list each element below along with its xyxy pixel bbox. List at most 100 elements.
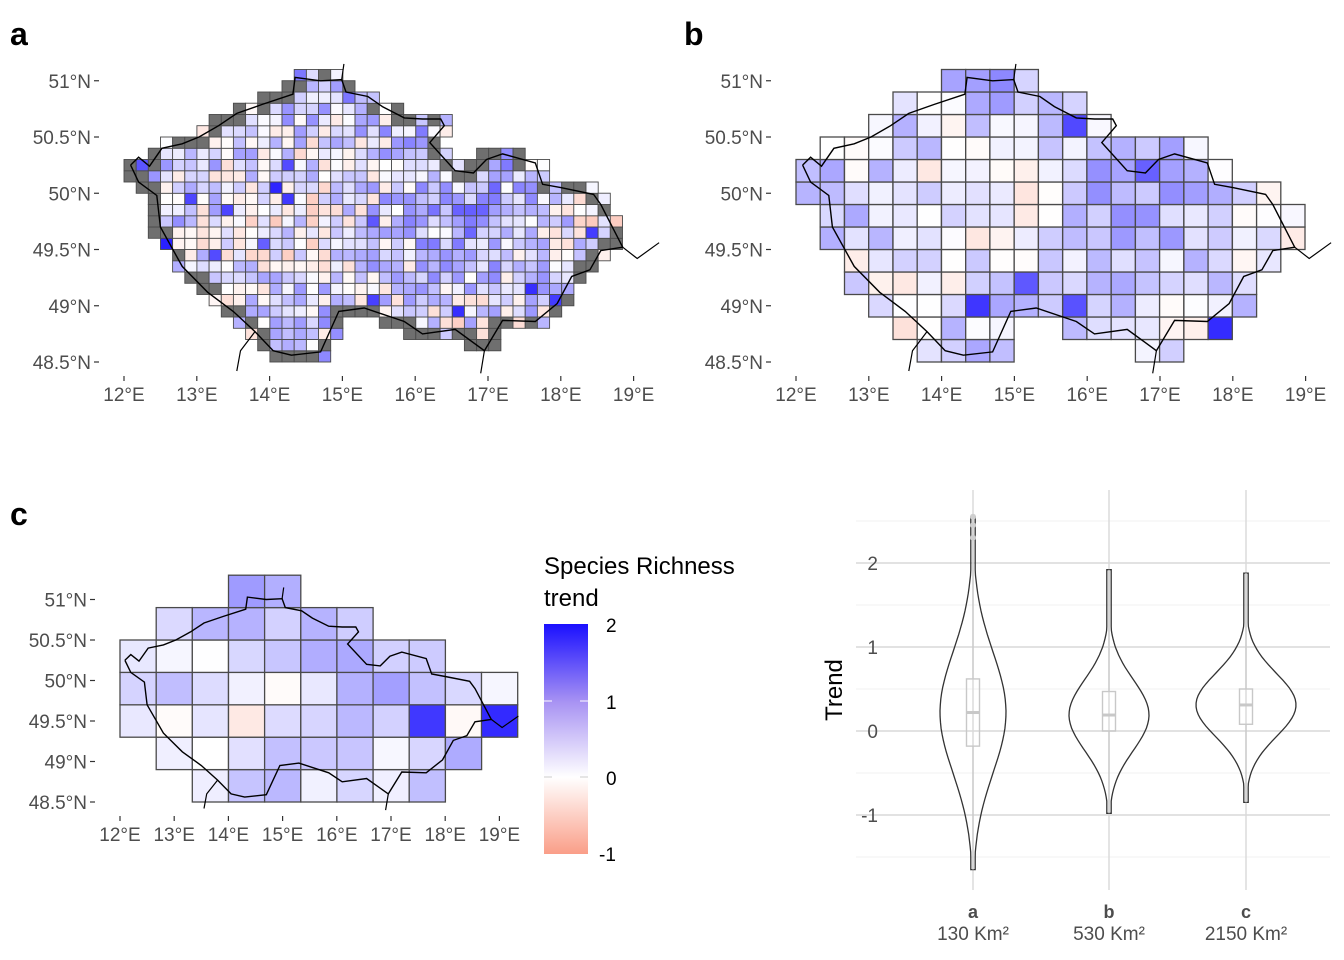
- grid-cell: [155, 606, 194, 641]
- grid-cell: [488, 181, 502, 194]
- grid-cell: [293, 91, 307, 104]
- grid-cell: [1134, 293, 1161, 318]
- grid-cell: [561, 226, 575, 239]
- map-panel-b: 51°N 50.5°N 50°N 49.5°N 49°N 48.5°N 12°E 13°E 14…: [705, 63, 1332, 406]
- grid-cell: [184, 215, 198, 228]
- grid-cell: [172, 204, 186, 217]
- grid-cells: [795, 68, 1306, 363]
- y-tick-label: 48.5°N: [33, 353, 91, 374]
- grid-cell: [366, 282, 380, 295]
- neighbour-border: [1013, 63, 1017, 80]
- grid-cell: [305, 204, 320, 217]
- grid-cell: [1183, 203, 1209, 228]
- grid-cell: [439, 204, 453, 217]
- grid-cell: [232, 170, 247, 183]
- grid-cell: [269, 170, 283, 183]
- grid-cell: [597, 215, 611, 228]
- grid-cell: [119, 704, 157, 738]
- grid-cell: [1207, 248, 1233, 273]
- grid-cell: [536, 282, 551, 295]
- grid-cell: [172, 192, 186, 205]
- grid-cell: [305, 159, 320, 172]
- grid-cell: [1110, 226, 1137, 251]
- grid-cell: [318, 271, 332, 284]
- y-tick-label: 50.5°N: [29, 631, 87, 652]
- grid-cell: [403, 181, 417, 194]
- grid-cell: [281, 271, 295, 284]
- grid-cell: [1062, 248, 1088, 273]
- grid-cell: [868, 226, 894, 251]
- grid-cell: [1037, 136, 1064, 161]
- grid-cell: [451, 316, 465, 329]
- grid-cell: [488, 204, 502, 217]
- grid-cell: [1037, 248, 1064, 273]
- grid-cell: [354, 237, 368, 250]
- grid-cell: [391, 192, 405, 205]
- grid-cell: [196, 204, 210, 217]
- grid-cell: [1086, 271, 1112, 296]
- grid-cell: [191, 704, 230, 738]
- grid-cell: [500, 159, 514, 172]
- grid-cell: [366, 102, 380, 115]
- grid-cell: [330, 271, 344, 284]
- grid-cell: [488, 271, 502, 284]
- grid-cell: [330, 260, 344, 273]
- grid-cell: [354, 147, 368, 160]
- grid-cell: [293, 339, 307, 352]
- grid-cell: [220, 282, 234, 295]
- grid-cell: [427, 305, 441, 318]
- grid-cell: [940, 248, 967, 273]
- grid-cell: [536, 237, 551, 250]
- grid-cell: [366, 114, 380, 127]
- grid-cell: [403, 226, 417, 239]
- grid-cell: [415, 159, 429, 172]
- grid-cell: [269, 282, 283, 295]
- grid-cell: [819, 181, 846, 206]
- grid-cell: [172, 181, 186, 194]
- grid-cell: [512, 159, 526, 172]
- country-border: [801, 76, 1296, 356]
- grid-cell: [403, 204, 417, 217]
- grid-cell: [293, 327, 307, 340]
- grid-cell: [378, 282, 392, 295]
- grid-cell: [220, 125, 234, 138]
- grid-cell: [940, 271, 967, 296]
- grid-cell: [1062, 203, 1088, 228]
- grid-cell: [354, 181, 368, 194]
- grid-cell: [220, 181, 234, 194]
- grid-cell: [293, 192, 307, 205]
- grid-cell: [488, 249, 502, 262]
- grid-cell: [208, 237, 222, 250]
- legend-label-1: 1: [606, 693, 617, 714]
- grid-cell: [269, 125, 283, 138]
- grid-cell: [232, 305, 247, 318]
- grid-cell: [965, 91, 991, 116]
- grid-cell: [488, 237, 502, 250]
- grid-cell: [524, 170, 538, 183]
- neighbour-border: [1294, 242, 1332, 260]
- grid-cell: [512, 147, 526, 160]
- grid-cell: [1158, 226, 1185, 251]
- grid-cell: [318, 305, 332, 318]
- grid-cell: [403, 215, 417, 228]
- grid-cell: [318, 282, 332, 295]
- grid-cell: [403, 282, 417, 295]
- grid-cell: [330, 226, 344, 239]
- grid-cell: [488, 215, 502, 228]
- grid-cell: [500, 192, 514, 205]
- grid-cell: [227, 736, 266, 771]
- grid-cell: [257, 170, 271, 183]
- grid-cell: [281, 294, 295, 307]
- grid-cell: [480, 671, 519, 706]
- grid-cell: [561, 249, 575, 262]
- grid-cell: [220, 237, 234, 250]
- grid-cell: [378, 237, 392, 250]
- grid-cell: [342, 237, 356, 250]
- grid-cell: [415, 282, 429, 295]
- grid-cell: [342, 215, 356, 228]
- grid-cell: [415, 316, 429, 329]
- grid-cell: [336, 671, 374, 706]
- grid-cell: [1183, 158, 1209, 183]
- grid-cell: [1013, 203, 1040, 228]
- grid-cell: [245, 125, 259, 138]
